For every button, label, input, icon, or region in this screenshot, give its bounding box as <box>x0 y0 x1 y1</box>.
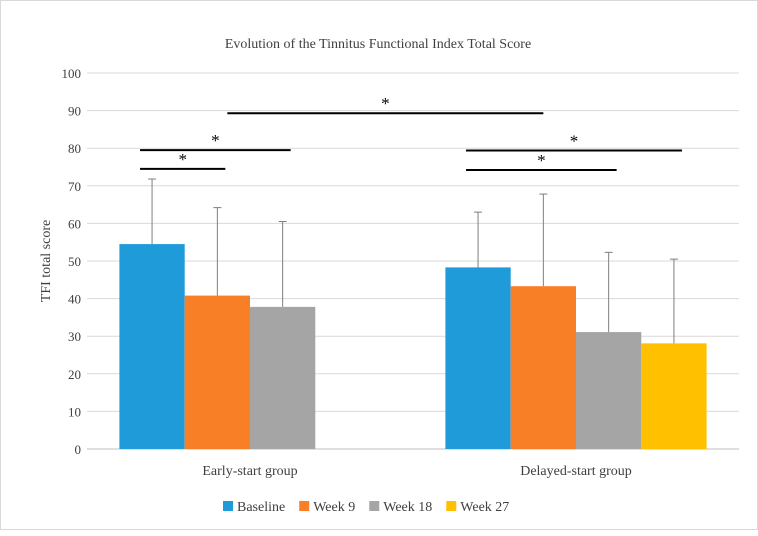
legend-swatch <box>223 501 233 511</box>
y-tick-label: 30 <box>68 329 81 344</box>
x-tick-labels: Early-start group Delayed-start group <box>202 464 631 479</box>
legend-label: Baseline <box>237 500 285 515</box>
y-tick-label: 80 <box>68 141 81 156</box>
legend-label: Week 18 <box>383 500 432 515</box>
x-tick-label: Delayed-start group <box>520 464 632 479</box>
significance-markers: * * * * * <box>140 94 682 172</box>
bar <box>641 343 707 449</box>
y-tick-label: 90 <box>68 104 81 119</box>
bar <box>119 244 185 449</box>
legend-swatch <box>299 501 310 511</box>
bars <box>119 244 707 449</box>
legend-label: Week 9 <box>313 500 355 515</box>
y-tick-label: 100 <box>62 66 82 81</box>
y-tick-label: 0 <box>75 442 82 457</box>
legend-swatch <box>369 501 380 511</box>
significance-asterisk: * <box>537 151 546 170</box>
bar <box>184 295 250 449</box>
significance-asterisk: * <box>178 150 187 169</box>
chart-title: Evolution of the Tinnitus Functional Ind… <box>225 37 531 52</box>
y-tick-label: 40 <box>68 292 81 307</box>
x-tick-label: Early-start group <box>202 464 297 479</box>
y-tick-label: 20 <box>68 367 81 382</box>
legend-swatch <box>446 501 457 511</box>
significance-asterisk: * <box>381 94 390 113</box>
y-tick-label: 10 <box>68 404 81 419</box>
bar <box>510 286 576 449</box>
y-tick-label: 60 <box>68 216 81 231</box>
error-bars <box>148 178 678 344</box>
y-tick-labels: 0 10 20 30 40 50 60 70 80 90 100 <box>62 66 82 457</box>
significance-asterisk: * <box>211 131 220 150</box>
bar <box>250 306 316 449</box>
significance-asterisk: * <box>570 131 579 150</box>
legend: Baseline Week 9 Week 18 Week 27 <box>223 500 509 515</box>
y-tick-label: 50 <box>68 254 81 269</box>
bar <box>576 332 642 449</box>
legend-label: Week 27 <box>460 500 509 515</box>
bar <box>445 267 511 449</box>
y-tick-label: 70 <box>68 179 81 194</box>
y-axis-label: TFI total score <box>39 220 54 302</box>
